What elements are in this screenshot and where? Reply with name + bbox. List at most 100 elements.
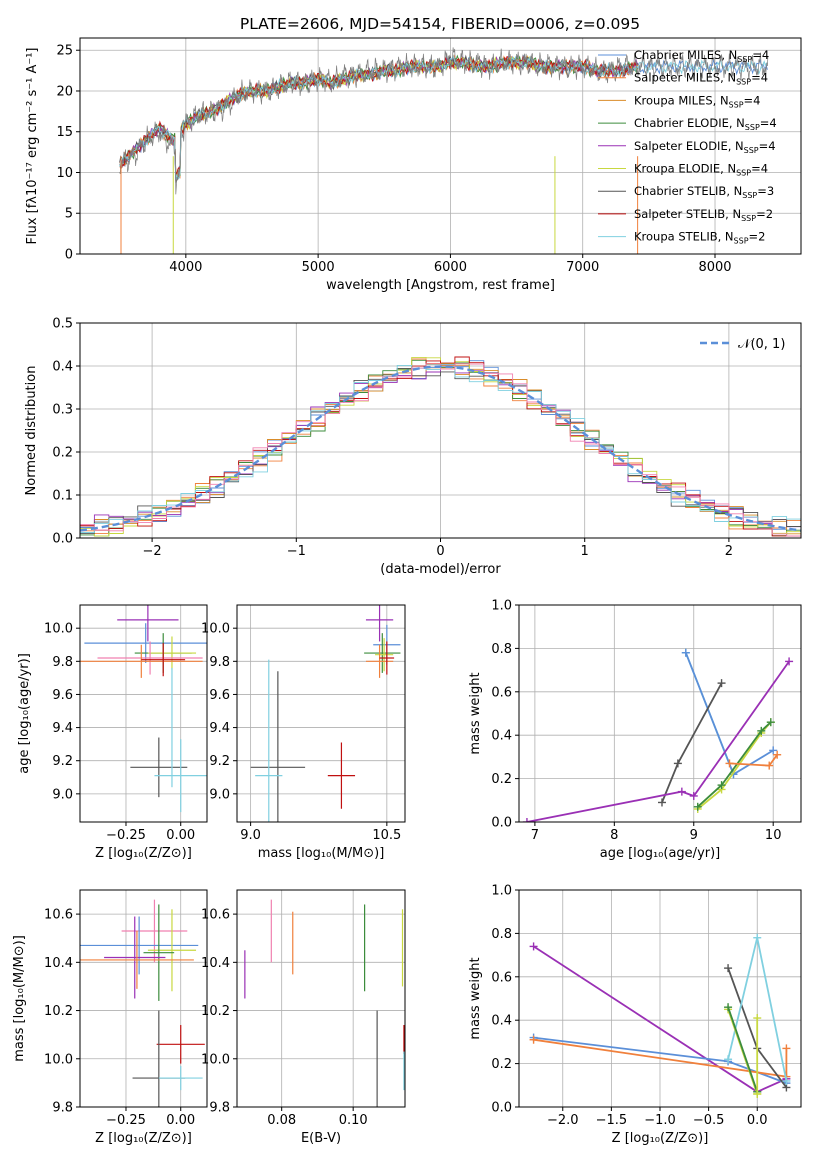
mass-weight-marker <box>753 933 762 942</box>
mass-weight-marker <box>769 746 778 755</box>
y-tick-label: 9.4 <box>52 721 73 736</box>
legend-label: Salpeter MILES, NSSP=4 <box>634 71 768 87</box>
x-tick-label: −0.25 <box>106 1113 146 1128</box>
figure-title: PLATE=2606, MJD=54154, FIBERID=0006, z=0… <box>240 15 640 33</box>
axes-frame <box>79 604 208 823</box>
y-tick-label: 0.3 <box>52 403 73 418</box>
x-tick-label: −2.0 <box>547 1113 579 1128</box>
legend-label: Chabrier STELIB, NSSP=3 <box>634 184 774 200</box>
x-tick-label: 7 <box>531 828 539 843</box>
y-tick-label: 0 <box>65 248 73 263</box>
mass-weight-marker <box>673 759 682 768</box>
y-tick-label: 10.0 <box>44 622 73 637</box>
mass-weight-marker <box>782 1044 791 1053</box>
y-tick-label: 5 <box>65 207 73 222</box>
age-vs-z-panel: −0.25 0.00 9.0 9.2 9.4 9.6 9.8 10.0 Z [log₁₀(Z/Z… <box>17 604 208 861</box>
error-bar-point <box>121 899 188 963</box>
y-tick-label: 0.8 <box>491 642 512 657</box>
mass-weight-marker <box>717 781 726 790</box>
plot-area <box>80 605 207 813</box>
mass-weight-line <box>697 721 772 808</box>
error-bar-point <box>255 659 283 822</box>
x-tick-label: 1 <box>581 544 589 559</box>
x-tick-label: −1.5 <box>596 1113 628 1128</box>
mass-weight-marker <box>681 648 690 657</box>
error-bar-point <box>80 916 199 975</box>
mass-weight-marker <box>529 942 538 951</box>
y-tick-label: 0.2 <box>52 446 73 461</box>
error-bar-point <box>158 1066 203 1091</box>
plot-area <box>80 899 205 1107</box>
x-tick-label: 8 <box>610 828 618 843</box>
mass-weight-marker <box>529 1035 538 1044</box>
x-tick-label: 2 <box>725 544 733 559</box>
y-tick-label: 0.5 <box>52 317 73 332</box>
error-bar-point <box>154 739 207 813</box>
x-tick-label: 0.0 <box>747 1113 768 1128</box>
legend-label: Salpeter STELIB, NSSP=2 <box>634 207 773 223</box>
mass-weight-marker <box>782 1076 791 1085</box>
model-line <box>119 54 639 175</box>
mass-weight-marker <box>765 761 774 770</box>
y-tick-label: 0.2 <box>491 772 512 787</box>
y-axis-label: mass weight <box>468 672 483 754</box>
x-tick-label: 10 <box>765 828 782 843</box>
error-bar-point <box>80 930 194 989</box>
y-tick-label: 9.8 <box>209 1101 230 1116</box>
y-tick-label: 10.0 <box>201 622 230 637</box>
grid <box>519 889 801 1108</box>
x-tick-label: −0.5 <box>693 1113 725 1128</box>
y-tick-label: 1.0 <box>491 599 512 614</box>
legend-label: Chabrier ELODIE, NSSP=4 <box>634 116 777 132</box>
axes-frame <box>236 889 406 1108</box>
axes-frame <box>79 889 208 1108</box>
residual-histogram <box>80 356 801 537</box>
x-tick-label: −2 <box>143 544 162 559</box>
mass-weight-marker <box>724 1055 733 1064</box>
x-tick-label: 6000 <box>434 260 467 275</box>
y-tick-label: 9.0 <box>209 787 230 802</box>
y-tick-label: 0.0 <box>491 816 512 831</box>
y-tick-label: 0.1 <box>52 489 73 504</box>
mass-vs-ebv-panel: 0.08 0.10 9.8 10.0 10.2 10.4 10.6 E(B-V) <box>201 889 406 1146</box>
legend-label: Chabrier MILES, NSSP=4 <box>634 48 769 64</box>
y-tick-label: 9.4 <box>209 721 230 736</box>
error-bar-point <box>143 904 175 1001</box>
error-bar-point <box>364 633 401 673</box>
mass-weight-line <box>684 652 774 776</box>
y-tick-label: 0.0 <box>491 1101 512 1116</box>
y-axis-label: mass [log₁₀(M/M⊙)] <box>12 935 27 1062</box>
data-spectrum-line <box>119 47 769 195</box>
x-tick-label: 0.00 <box>166 1113 195 1128</box>
x-axis-label: E(B-V) <box>301 1131 341 1146</box>
legend: 𝒩(0, 1) <box>700 337 785 352</box>
spectrum-panel: 4000 5000 6000 7000 8000 0 5 10 15 20 25 wavelength… <box>25 37 802 293</box>
x-tick-label: 9 <box>690 828 698 843</box>
y-tick-label: 0.8 <box>491 927 512 942</box>
x-axis-label: Z [log₁₀(Z/Z⊙)] <box>612 1131 709 1146</box>
error-bar-point <box>141 643 186 677</box>
error-bar-point <box>130 737 188 798</box>
legend-label: Kroupa MILES, NSSP=4 <box>634 93 760 109</box>
mass-weight-line <box>526 660 790 822</box>
y-axis-label: age [log₁₀(age/yr)] <box>17 653 32 774</box>
error-bar-point <box>250 671 306 822</box>
mass-weight-marker <box>522 818 531 822</box>
grid <box>80 605 207 822</box>
model-line <box>172 55 557 178</box>
mass-weight-marker <box>717 679 726 688</box>
mass-vs-z-panel: −0.25 0.00 9.8 10.0 10.2 10.4 10.6 Z [log₁₀(Z/Z… <box>12 889 208 1146</box>
y-axis-label: mass weight <box>468 957 483 1039</box>
x-tick-label: 0.10 <box>339 1113 368 1128</box>
plot-area <box>522 648 794 822</box>
y-tick-label: 10.2 <box>44 1004 73 1019</box>
y-tick-label: 0.4 <box>491 729 512 744</box>
plot-area <box>244 899 405 1107</box>
x-tick-label: 8000 <box>698 260 731 275</box>
mass-weight-marker <box>773 750 782 759</box>
y-tick-label: 9.2 <box>209 754 230 769</box>
y-tick-label: 10.0 <box>201 1052 230 1067</box>
plot-area <box>80 356 801 537</box>
axes-frame <box>518 604 802 823</box>
